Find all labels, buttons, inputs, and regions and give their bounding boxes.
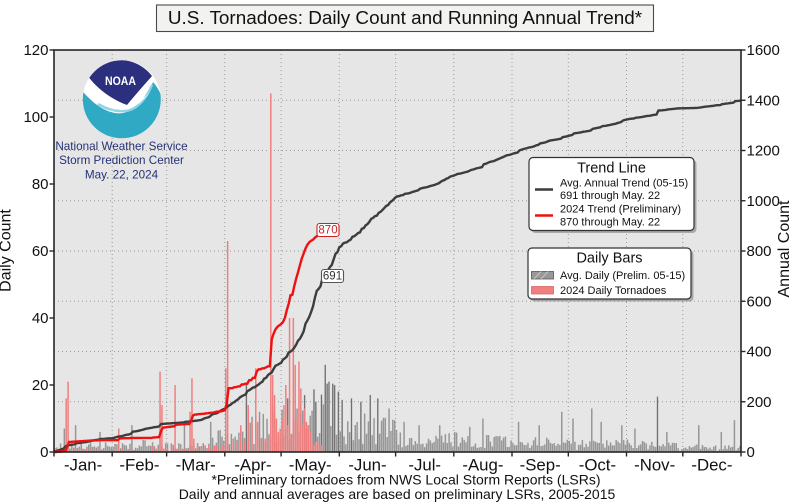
svg-text:-Nov-: -Nov- [634,456,675,475]
svg-text:400: 400 [747,344,772,361]
svg-text:0: 0 [40,444,48,461]
svg-text:-Jun-: -Jun- [348,456,386,475]
svg-text:40: 40 [32,310,49,327]
svg-text:Daily Count: Daily Count [0,209,15,292]
svg-text:NOAA: NOAA [105,74,136,88]
svg-text:2024 Daily Tornadoes: 2024 Daily Tornadoes [560,285,667,297]
svg-text:National Weather Service: National Weather Service [55,140,187,153]
svg-text:-Sep-: -Sep- [520,456,561,475]
svg-text:2024 Trend (Preliminary): 2024 Trend (Preliminary) [560,204,681,216]
svg-text:Daily Bars: Daily Bars [576,251,642,267]
svg-text:1200: 1200 [747,143,780,160]
svg-text:200: 200 [747,394,772,411]
svg-text:-Apr-: -Apr- [234,456,271,475]
svg-text:100: 100 [23,109,48,126]
svg-text:U.S. Tornadoes: Daily Count an: U.S. Tornadoes: Daily Count and Running … [168,8,643,29]
svg-text:*Preliminary tornadoes from NW: *Preliminary tornadoes from NWS Local St… [211,472,600,488]
svg-text:Avg. Annual Trend (05-15): Avg. Annual Trend (05-15) [560,178,688,190]
svg-text:-Jan-: -Jan- [64,456,102,475]
svg-text:600: 600 [747,293,772,310]
svg-text:120: 120 [23,42,48,59]
svg-text:Daily and annual averages are: Daily and annual averages are based on p… [179,486,616,502]
svg-text:-May-: -May- [289,456,332,475]
svg-text:60: 60 [32,243,49,260]
svg-text:691 through May. 22: 691 through May. 22 [560,190,660,202]
svg-text:May. 22, 2024: May. 22, 2024 [85,169,159,182]
svg-text:Trend Line: Trend Line [577,161,646,177]
svg-text:1600: 1600 [747,42,780,59]
svg-text:-Aug-: -Aug- [462,456,503,475]
svg-text:1000: 1000 [747,193,780,210]
svg-text:800: 800 [747,243,772,260]
svg-text:-Feb-: -Feb- [119,456,159,475]
svg-text:Storm Prediction Center: Storm Prediction Center [59,154,184,167]
svg-text:0: 0 [747,444,755,461]
svg-text:Annual Count: Annual Count [776,200,793,298]
svg-text:-Mar-: -Mar- [176,456,216,475]
svg-text:20: 20 [32,377,49,394]
svg-text:691: 691 [323,271,342,283]
svg-text:-Dec-: -Dec- [691,456,732,475]
svg-text:870: 870 [318,225,337,237]
svg-text:1400: 1400 [747,92,780,109]
svg-text:Avg. Daily (Prelim. 05-15): Avg. Daily (Prelim. 05-15) [560,270,685,282]
svg-text:-Oct-: -Oct- [579,456,616,475]
svg-text:-Jul-: -Jul- [408,456,441,475]
svg-text:80: 80 [32,176,49,193]
svg-text:870 through May. 22: 870 through May. 22 [560,217,660,229]
